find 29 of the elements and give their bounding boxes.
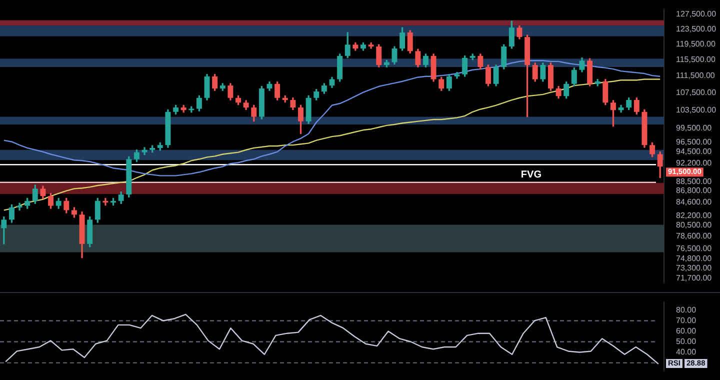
y-tick-label: 99,500.00 [676,123,712,132]
y-tick-label: 70.00 [676,316,697,325]
y-tick-label: 84,600.00 [676,198,712,207]
y-tick-label: 82,200.00 [676,210,712,220]
y-tick-label: 92,200.00 [676,158,712,168]
y-tick-label: 80,500.00 [676,220,712,230]
candlestick [16,202,22,211]
y-tick-label: 127,500.00 [676,10,717,19]
y-tick-label: 94,500.00 [676,147,712,156]
y-tick-label: 80.00 [676,305,697,314]
y-tick-label: 50.00 [676,336,697,346]
y-tick-label: 119,500.00 [676,39,716,48]
y-tick-label: 88,500.00 [676,177,712,186]
y-tick-label: 78,600.00 [676,231,712,240]
ref-line-label: FVG [520,169,542,180]
y-tick-label: 76,500.00 [676,244,712,253]
y-tick-label: 40.00 [676,347,697,356]
y-tick-label: 74,800.00 [676,254,712,264]
y-tick-label: 71,700.00 [676,274,712,283]
y-tick-label: 73,300.00 [676,263,712,272]
y-tick-label: 103,500.00 [676,105,717,114]
candlestick [102,198,108,206]
y-tick-label: 60.00 [676,326,697,336]
y-tick-label: 115,500.00 [676,55,716,64]
y-tick-label: 111,500.00 [676,71,716,80]
y-tick-label: 123,500.00 [676,24,717,34]
y-tick-label: 107,500.00 [676,88,717,97]
y-tick-label: 96,500.00 [676,137,712,146]
y-tick-label: 86,800.00 [676,186,712,195]
